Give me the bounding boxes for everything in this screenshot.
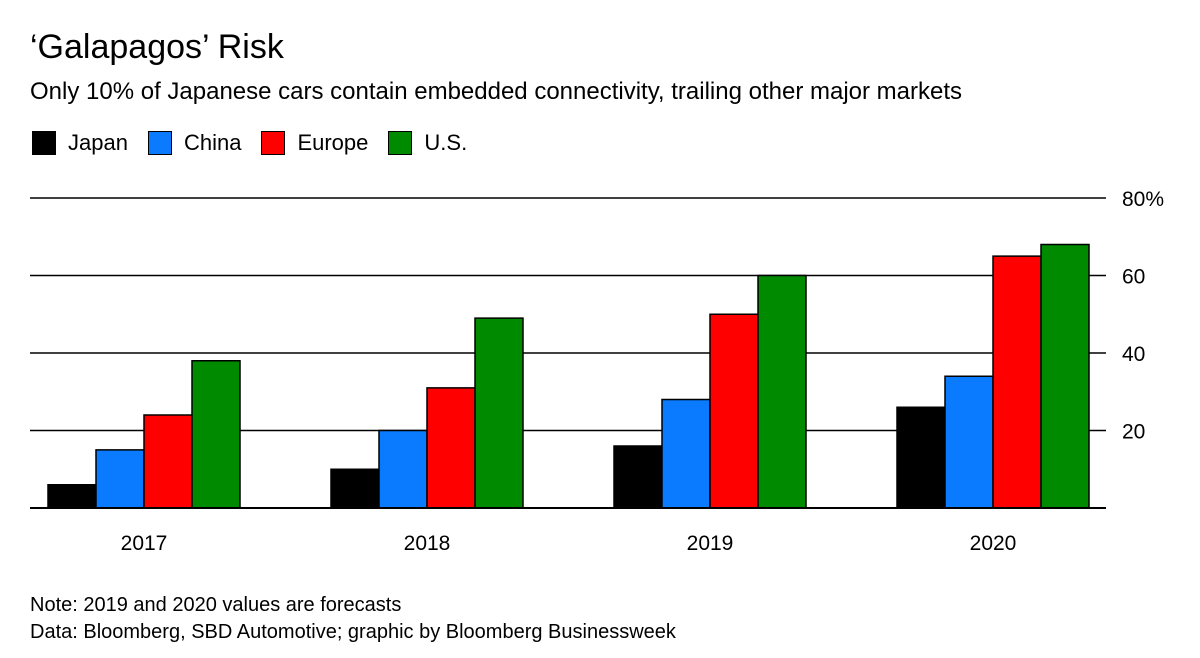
legend-label-china: China: [183, 130, 242, 155]
legend-item-china: China: [147, 130, 242, 156]
legend-swatch-japan: [32, 131, 56, 155]
bar-europe-2018: [426, 387, 476, 509]
legend-label-europe: Europe: [297, 130, 369, 155]
legend-item-us: U.S.: [388, 130, 467, 156]
bar-us-2018: [474, 317, 524, 509]
bar-chart: 20 40 60 80% 2017 2018 2019 2020: [30, 188, 1164, 555]
chart-notes: Note: 2019 and 2020 values are forecasts…: [30, 592, 676, 646]
forecast-note: Note: 2019 and 2020 values are forecasts: [30, 594, 402, 616]
legend-item-japan: Japan: [32, 130, 128, 156]
legend-swatch-china: [147, 131, 172, 155]
bar-europe-2017: [143, 414, 193, 509]
y-tick-label-40: 40: [1122, 343, 1145, 366]
chart-title: ‘Galapagos’ Risk: [30, 28, 284, 66]
chart-subtitle: Only 10% of Japanese cars contain embedd…: [30, 78, 963, 105]
bar-china-2018: [378, 429, 428, 509]
legend-item-europe: Europe: [261, 130, 368, 156]
y-tick-label-60: 60: [1122, 266, 1145, 289]
legend-swatch-europe: [261, 131, 286, 155]
bar-europe-2019: [709, 313, 759, 509]
x-tick-label-2017: 2017: [121, 532, 168, 555]
source-note: Data: Bloomberg, SBD Automotive; graphic…: [30, 621, 676, 643]
bar-japan-2017: [47, 484, 97, 509]
bar-japan-2020: [896, 406, 946, 509]
x-tick-label-2020: 2020: [970, 532, 1017, 555]
bar-china-2020: [944, 375, 994, 509]
legend: Japan China Europe U.S.: [32, 130, 487, 156]
legend-label-japan: Japan: [68, 130, 128, 155]
bar-japan-2018: [330, 468, 380, 509]
bar-us-2017: [191, 360, 241, 509]
legend-swatch-us: [388, 131, 413, 155]
bar-china-2017: [95, 449, 145, 509]
y-tick-label-80: 80%: [1122, 188, 1164, 211]
bar-us-2020: [1040, 243, 1090, 509]
bar-japan-2019: [613, 445, 663, 509]
bar-china-2019: [661, 398, 711, 509]
bar-europe-2020: [992, 255, 1042, 509]
x-tick-label-2018: 2018: [404, 532, 451, 555]
x-tick-label-2019: 2019: [687, 532, 734, 555]
bar-us-2019: [757, 274, 807, 509]
y-tick-label-20: 20: [1122, 421, 1145, 444]
legend-label-us: U.S.: [424, 130, 468, 155]
